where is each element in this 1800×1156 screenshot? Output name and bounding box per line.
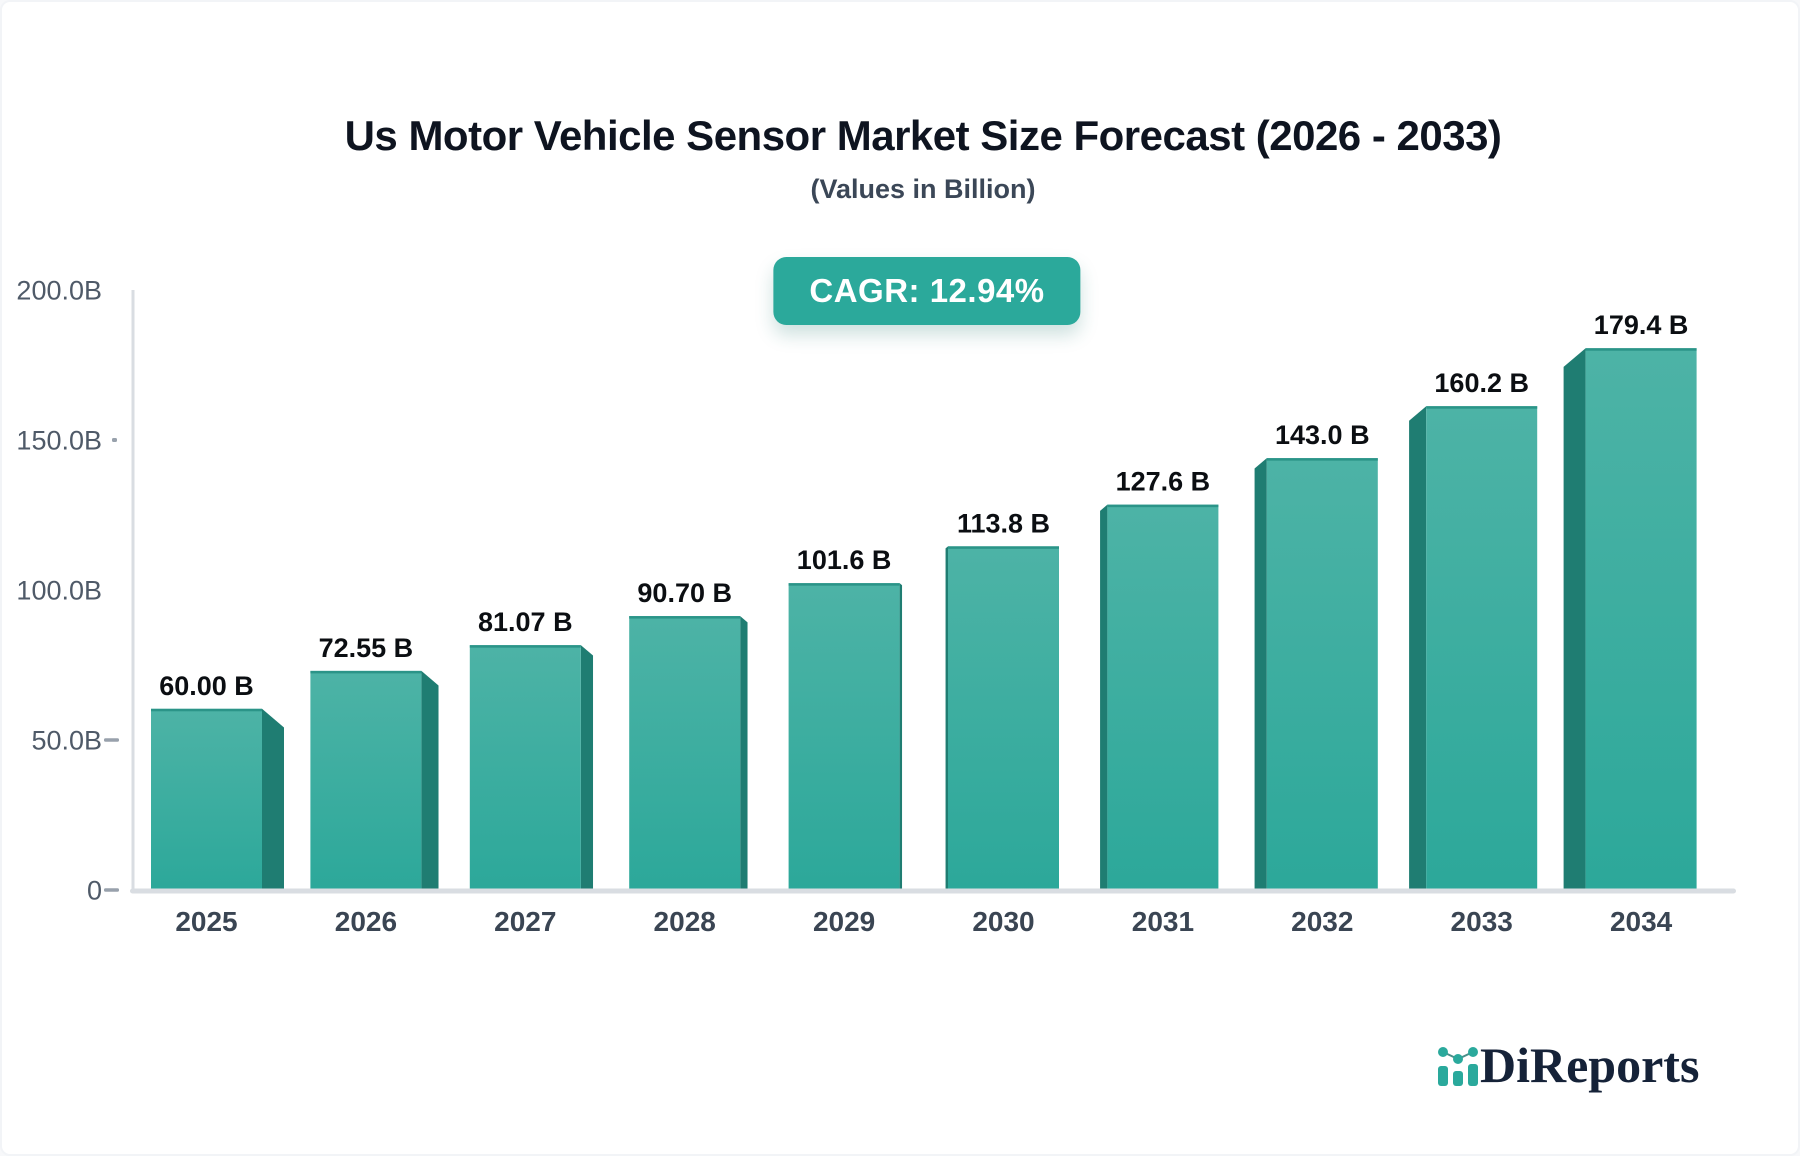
x-axis-label-2029: 2029 <box>813 906 875 937</box>
bar-side-face-2026 <box>421 670 439 890</box>
bar-2029 <box>788 583 900 890</box>
bar-top-edge-2026 <box>310 670 422 674</box>
bar-top-edge-2033 <box>1426 406 1538 409</box>
bar-side-face-2031 <box>1100 504 1108 890</box>
brand-name: DiReports <box>1480 1037 1700 1093</box>
x-axis-label-2031: 2031 <box>1132 906 1194 937</box>
bar-value-label-2034: 179.4 B <box>1594 310 1689 340</box>
bar-2032 <box>1266 458 1378 890</box>
x-axis-label-2034: 2034 <box>1610 906 1673 937</box>
bar-value-label-2030: 113.8 B <box>957 508 1050 538</box>
y-axis-tick-mark <box>112 438 117 442</box>
y-axis-tick-mark <box>104 738 119 742</box>
bar-top-edge-2028 <box>629 616 741 619</box>
x-axis-label-2025: 2025 <box>175 906 237 937</box>
x-axis-label-2028: 2028 <box>654 906 716 937</box>
bar-line-chart-icon <box>1438 1047 1478 1086</box>
bar-top-edge-2025 <box>151 708 262 712</box>
bar-top-edge-2034 <box>1585 348 1697 351</box>
bar-value-label-2029: 101.6 B <box>797 545 892 575</box>
bar-2028 <box>629 616 741 890</box>
bar-top-edge-2027 <box>469 645 581 648</box>
y-axis-tick-mark <box>104 888 119 892</box>
bar-2030 <box>948 546 1059 890</box>
y-axis-line <box>131 290 135 893</box>
bar-side-face-2028 <box>740 616 748 890</box>
bar-side-face-2032 <box>1254 458 1267 890</box>
bar-2031 <box>1107 504 1219 890</box>
y-axis-tick-label: 150.0B <box>16 426 102 456</box>
bar-value-label-2025: 60.00 B <box>159 671 254 701</box>
x-axis-baseline <box>130 888 1736 894</box>
x-axis-label-2026: 2026 <box>335 906 397 937</box>
direports-logo: DiReports <box>1434 1030 1724 1100</box>
x-axis-label-2030: 2030 <box>972 906 1034 937</box>
y-axis-tick-label: 200.0B <box>16 276 102 306</box>
bar-2026 <box>310 670 422 890</box>
bar-2034 <box>1585 348 1697 890</box>
bar-value-label-2031: 127.6 B <box>1116 467 1211 497</box>
bar-2033 <box>1426 406 1538 890</box>
bar-value-label-2032: 143.0 B <box>1275 420 1370 450</box>
chart-subtitle: (Values in Billion) <box>810 174 1036 204</box>
bar-value-label-2028: 90.70 B <box>637 578 732 608</box>
cagr-badge-label: CAGR: 12.94% <box>809 272 1045 309</box>
bar-side-face-2030 <box>945 546 948 890</box>
x-axis-label-2032: 2032 <box>1291 906 1353 937</box>
y-axis-tick-label: 100.0B <box>16 576 102 606</box>
bar-value-label-2033: 160.2 B <box>1434 368 1529 398</box>
cagr-badge: CAGR: 12.94% <box>773 257 1081 325</box>
chart-title: Us Motor Vehicle Sensor Market Size Fore… <box>344 112 1502 159</box>
x-axis-label-2027: 2027 <box>494 906 556 937</box>
bar-top-edge-2032 <box>1266 458 1378 461</box>
bar-value-label-2027: 81.07 B <box>478 607 573 637</box>
bar-side-face-2029 <box>899 583 903 890</box>
bar-2025 <box>151 708 262 890</box>
bar-side-face-2027 <box>580 645 594 890</box>
bar-side-face-2025 <box>262 708 284 890</box>
bar-2027 <box>469 645 581 890</box>
bar-value-label-2026: 72.55 B <box>319 633 414 663</box>
x-axis-label-2033: 2033 <box>1451 906 1513 937</box>
bar-top-edge-2031 <box>1107 504 1219 508</box>
bar-top-edge-2029 <box>788 583 900 586</box>
bar-top-edge-2030 <box>948 546 1059 549</box>
bar-side-face-2033 <box>1409 406 1427 890</box>
y-axis-tick-label: 50.0B <box>31 726 102 756</box>
y-axis-tick-label: 0 <box>87 876 102 906</box>
bar-side-face-2034 <box>1563 348 1586 890</box>
